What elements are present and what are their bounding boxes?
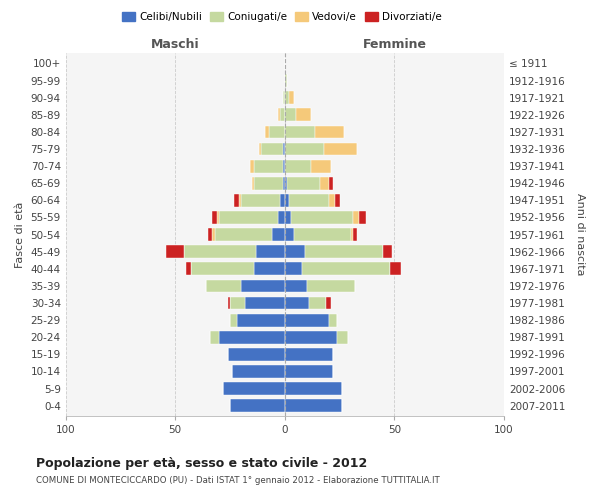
- Bar: [296, 108, 311, 121]
- Bar: [210, 331, 219, 344]
- Bar: [326, 296, 331, 310]
- Bar: [316, 126, 344, 138]
- Bar: [236, 314, 285, 326]
- Bar: [285, 296, 309, 310]
- Legend: Celibi/Nubili, Coniugati/e, Vedovi/e, Divorziati/e: Celibi/Nubili, Coniugati/e, Vedovi/e, Di…: [118, 8, 446, 26]
- Bar: [285, 365, 333, 378]
- Bar: [390, 262, 401, 275]
- Bar: [285, 74, 287, 87]
- Bar: [269, 126, 285, 138]
- Bar: [166, 246, 184, 258]
- Bar: [206, 280, 241, 292]
- Bar: [254, 177, 283, 190]
- Bar: [250, 160, 254, 172]
- Bar: [191, 262, 254, 275]
- Bar: [285, 108, 296, 121]
- Bar: [184, 246, 256, 258]
- Y-axis label: Fasce di età: Fasce di età: [15, 202, 25, 268]
- Bar: [287, 177, 320, 190]
- Bar: [230, 296, 245, 310]
- Text: COMUNE DI MONTECICCARDO (PU) - Dati ISTAT 1° gennaio 2012 - Elaborazione TUTTITA: COMUNE DI MONTECICCARDO (PU) - Dati ISTA…: [36, 476, 440, 485]
- Bar: [230, 400, 285, 412]
- Bar: [261, 142, 283, 156]
- Bar: [329, 177, 333, 190]
- Bar: [285, 126, 316, 138]
- Bar: [283, 142, 285, 156]
- Bar: [259, 142, 261, 156]
- Bar: [215, 228, 272, 241]
- Bar: [293, 228, 350, 241]
- Bar: [353, 211, 359, 224]
- Bar: [329, 314, 337, 326]
- Bar: [272, 228, 285, 241]
- Bar: [305, 246, 383, 258]
- Bar: [285, 400, 342, 412]
- Bar: [278, 108, 280, 121]
- Bar: [329, 194, 335, 207]
- Bar: [283, 177, 285, 190]
- Bar: [223, 382, 285, 395]
- Bar: [256, 246, 285, 258]
- Bar: [219, 331, 285, 344]
- Bar: [335, 194, 340, 207]
- Bar: [228, 348, 285, 361]
- Bar: [353, 228, 357, 241]
- Bar: [278, 211, 285, 224]
- Bar: [320, 177, 329, 190]
- Bar: [285, 160, 311, 172]
- Bar: [285, 280, 307, 292]
- Bar: [292, 211, 353, 224]
- Bar: [232, 365, 285, 378]
- Bar: [283, 160, 285, 172]
- Bar: [285, 194, 289, 207]
- Bar: [219, 211, 278, 224]
- Bar: [280, 194, 285, 207]
- Bar: [285, 142, 324, 156]
- Bar: [186, 262, 191, 275]
- Bar: [208, 228, 212, 241]
- Bar: [217, 211, 219, 224]
- Bar: [285, 348, 333, 361]
- Bar: [324, 142, 357, 156]
- Bar: [212, 228, 215, 241]
- Bar: [383, 246, 392, 258]
- Bar: [254, 262, 285, 275]
- Bar: [283, 92, 285, 104]
- Bar: [235, 194, 239, 207]
- Bar: [285, 92, 289, 104]
- Bar: [289, 92, 293, 104]
- Bar: [241, 280, 285, 292]
- Bar: [245, 296, 285, 310]
- Bar: [285, 177, 287, 190]
- Bar: [265, 126, 269, 138]
- Bar: [239, 194, 241, 207]
- Bar: [285, 331, 337, 344]
- Bar: [359, 211, 366, 224]
- Bar: [228, 296, 230, 310]
- Bar: [302, 262, 390, 275]
- Bar: [230, 314, 236, 326]
- Bar: [350, 228, 353, 241]
- Bar: [252, 177, 254, 190]
- Bar: [307, 280, 355, 292]
- Bar: [285, 246, 305, 258]
- Text: Popolazione per età, sesso e stato civile - 2012: Popolazione per età, sesso e stato civil…: [36, 458, 367, 470]
- Bar: [337, 331, 349, 344]
- Bar: [254, 160, 283, 172]
- Bar: [241, 194, 280, 207]
- Bar: [285, 314, 329, 326]
- Bar: [280, 108, 285, 121]
- Bar: [309, 296, 326, 310]
- Bar: [285, 228, 293, 241]
- Bar: [311, 160, 331, 172]
- Text: Maschi: Maschi: [151, 38, 200, 51]
- Text: Femmine: Femmine: [362, 38, 427, 51]
- Y-axis label: Anni di nascita: Anni di nascita: [575, 194, 585, 276]
- Bar: [212, 211, 217, 224]
- Bar: [285, 211, 292, 224]
- Bar: [285, 262, 302, 275]
- Bar: [289, 194, 329, 207]
- Bar: [285, 382, 342, 395]
